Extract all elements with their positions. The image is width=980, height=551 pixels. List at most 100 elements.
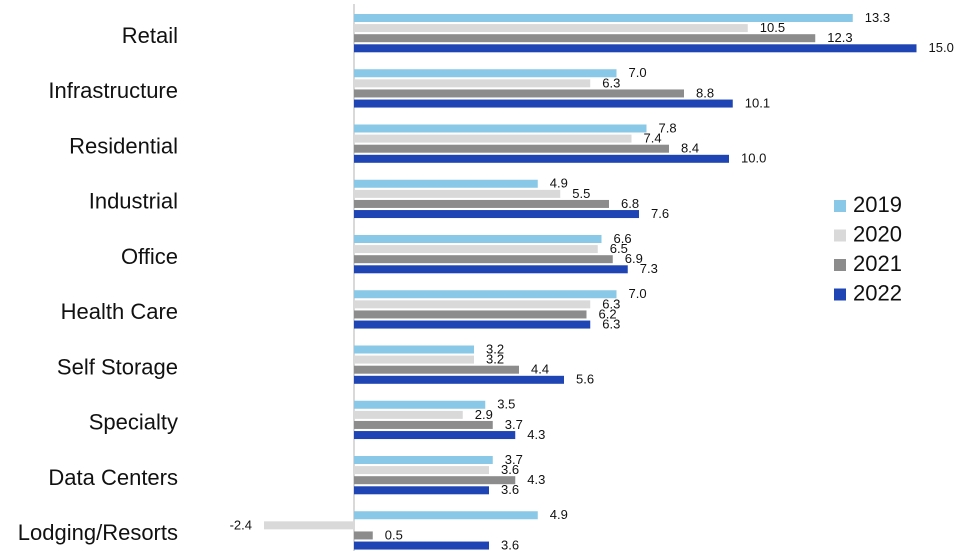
bar-2020 [354, 134, 632, 143]
category-label: Office [121, 244, 178, 269]
bar-2019 [354, 124, 647, 133]
value-label: 6.3 [602, 316, 620, 331]
bar-2022 [354, 44, 917, 53]
value-label: 3.2 [486, 352, 504, 367]
value-label: 8.8 [696, 85, 714, 100]
bar-2022 [354, 486, 489, 495]
value-label: 3.6 [501, 482, 519, 497]
bar-2022 [354, 541, 489, 550]
value-label: 7.3 [640, 261, 658, 276]
value-label: -2.4 [230, 517, 252, 532]
value-label: 0.5 [385, 527, 403, 542]
value-label: 7.0 [629, 286, 647, 301]
bar-2022 [354, 375, 564, 384]
category-label: Industrial [89, 189, 178, 214]
bar-2022 [354, 265, 628, 274]
value-label: 3.2 [486, 341, 504, 356]
value-label: 6.2 [599, 306, 617, 321]
value-label: 4.9 [550, 507, 568, 522]
bar-2022 [354, 320, 591, 329]
bar-2019 [354, 290, 617, 299]
bar-2019 [354, 14, 853, 22]
value-label: 3.5 [497, 397, 515, 412]
bar-2021 [354, 199, 609, 208]
legend-swatch [834, 288, 846, 301]
bar-2019 [354, 511, 538, 520]
bar-2020 [354, 79, 591, 88]
bar-2020 [354, 24, 748, 33]
value-label: 6.8 [621, 196, 639, 211]
bar-2020 [354, 300, 591, 309]
bar-2019 [354, 69, 617, 78]
bar-2021 [354, 144, 669, 153]
value-label: 3.7 [505, 452, 523, 467]
bar-2020 [354, 245, 598, 254]
value-label: 5.5 [572, 186, 590, 201]
value-label: 15.0 [929, 40, 954, 55]
value-label: 7.0 [629, 65, 647, 80]
bar-2020 [354, 189, 561, 198]
value-label: 5.6 [576, 372, 594, 387]
bar-2021 [354, 89, 684, 98]
bar-2022 [354, 154, 729, 163]
category-label: Lodging/Resorts [18, 520, 178, 545]
bar-2022 [354, 99, 733, 108]
bar-2019 [354, 400, 486, 409]
category-label: Infrastructure [48, 78, 178, 103]
bar-2019 [354, 235, 602, 243]
value-label: 6.5 [610, 241, 628, 256]
value-label: 12.3 [827, 30, 852, 45]
legend-swatch [834, 229, 846, 242]
category-label: Specialty [89, 410, 178, 435]
bar-2022 [354, 210, 639, 219]
legend-swatch [834, 259, 846, 271]
legend-label: 2022 [853, 280, 902, 305]
category-label: Residential [69, 133, 178, 158]
value-label: 4.9 [550, 176, 568, 191]
value-label: 6.9 [625, 251, 643, 266]
bar-2022 [354, 431, 516, 440]
bar-2020 [264, 521, 354, 530]
bar-2021 [354, 420, 493, 429]
bar-2020 [354, 466, 489, 475]
bar-2021 [354, 365, 519, 374]
value-label: 7.4 [644, 131, 662, 146]
bar-2020 [354, 355, 474, 364]
bar-2021 [354, 531, 373, 540]
category-label: Retail [122, 23, 178, 48]
value-label: 7.8 [659, 120, 677, 135]
value-label: 4.3 [527, 427, 545, 442]
value-label: 13.3 [865, 10, 890, 25]
bar-2020 [354, 410, 463, 419]
bar-2021 [354, 310, 587, 319]
bar-2019 [354, 456, 493, 464]
value-label: 2.9 [475, 407, 493, 422]
value-label: 10.5 [760, 20, 785, 35]
bar-2019 [354, 345, 474, 354]
value-label: 8.4 [681, 141, 699, 156]
value-label: 3.6 [501, 537, 519, 551]
legend-label: 2019 [853, 192, 902, 217]
value-label: 6.3 [602, 296, 620, 311]
category-label: Self Storage [57, 354, 178, 379]
value-label: 10.0 [741, 151, 766, 166]
value-label: 3.6 [501, 462, 519, 477]
category-label: Data Centers [48, 465, 178, 490]
legend-label: 2020 [853, 221, 902, 246]
legend-swatch [834, 200, 846, 212]
bar-2021 [354, 255, 613, 264]
value-label: 3.7 [505, 417, 523, 432]
value-label: 7.6 [651, 206, 669, 221]
bar-2021 [354, 476, 516, 485]
bar-2019 [354, 179, 538, 188]
value-label: 6.3 [602, 75, 620, 90]
bar-2021 [354, 34, 816, 43]
value-label: 6.6 [614, 231, 632, 246]
value-label: 4.3 [527, 472, 545, 487]
value-label: 4.4 [531, 362, 549, 377]
legend-label: 2021 [853, 251, 902, 276]
category-label: Health Care [61, 299, 178, 324]
value-label: 10.1 [745, 95, 770, 110]
